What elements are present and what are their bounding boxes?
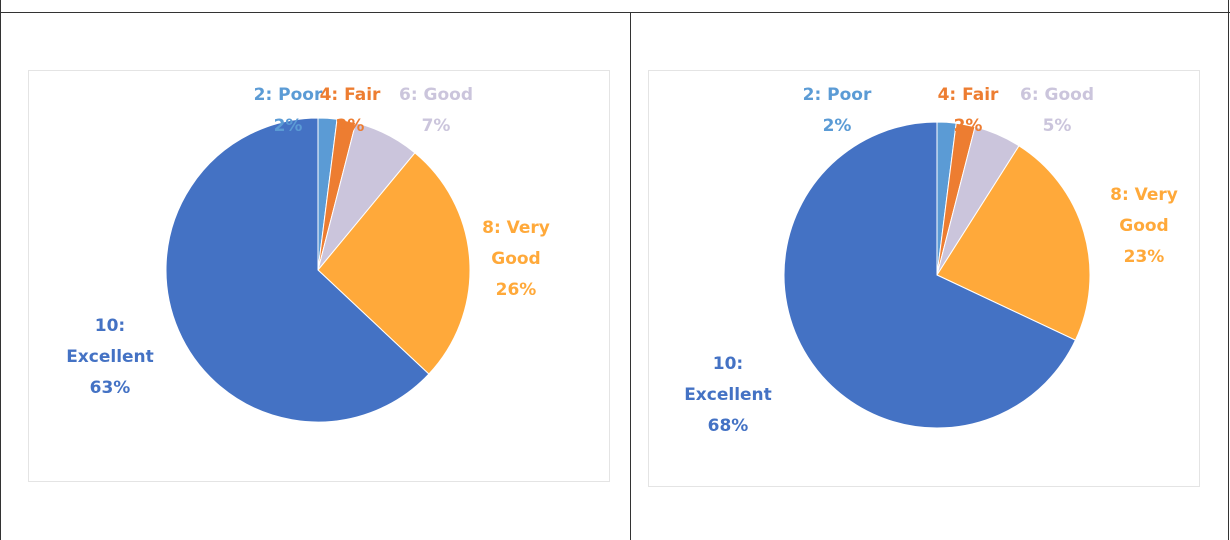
- value-label: 23%: [1123, 247, 1165, 267]
- slice-label: 2: Poor 2%: [792, 80, 882, 142]
- category-label: 6: Good: [398, 85, 474, 105]
- category-label: 2: Poor: [253, 85, 323, 105]
- pie-slice: [317, 152, 471, 375]
- slice-label: 8: Very Good 23%: [1094, 180, 1194, 273]
- value-label: 5%: [1042, 116, 1072, 136]
- pie-slice: [783, 121, 1077, 429]
- table-border: [0, 12, 1230, 13]
- value-label: 68%: [707, 416, 749, 436]
- category-label: 10: Excellent: [66, 316, 154, 367]
- category-label: 4: Fair: [937, 85, 999, 105]
- table-border: [1228, 0, 1229, 540]
- value-label: 2%: [953, 116, 983, 136]
- slice-label: 4: Fair 2%: [315, 80, 385, 142]
- value-label: 2%: [335, 116, 365, 136]
- table-border: [0, 0, 1, 540]
- pie-slice: [936, 145, 1091, 341]
- category-label: 8: Very Good: [482, 218, 550, 269]
- category-label: 8: Very Good: [1110, 185, 1178, 236]
- slice-label: 6: Good 7%: [396, 80, 476, 142]
- table-border: [630, 12, 631, 540]
- category-label: 10: Excellent: [684, 354, 772, 405]
- value-label: 63%: [89, 378, 131, 398]
- category-label: 6: Good: [1019, 85, 1095, 105]
- value-label: 2%: [273, 116, 303, 136]
- slice-label: 6: Good 5%: [1017, 80, 1097, 142]
- value-label: 2%: [822, 116, 852, 136]
- slice-label: 4: Fair 2%: [933, 80, 1003, 142]
- slice-label: 10: Excellent 68%: [673, 349, 783, 442]
- value-label: 26%: [495, 280, 537, 300]
- category-label: 4: Fair: [319, 85, 381, 105]
- value-label: 7%: [421, 116, 451, 136]
- category-label: 2: Poor: [802, 85, 872, 105]
- slice-label: 10: Excellent 63%: [55, 311, 165, 404]
- pie-slice: [165, 117, 430, 423]
- slice-label: 2: Poor 2%: [243, 80, 333, 142]
- slice-label: 8: Very Good 26%: [466, 213, 566, 306]
